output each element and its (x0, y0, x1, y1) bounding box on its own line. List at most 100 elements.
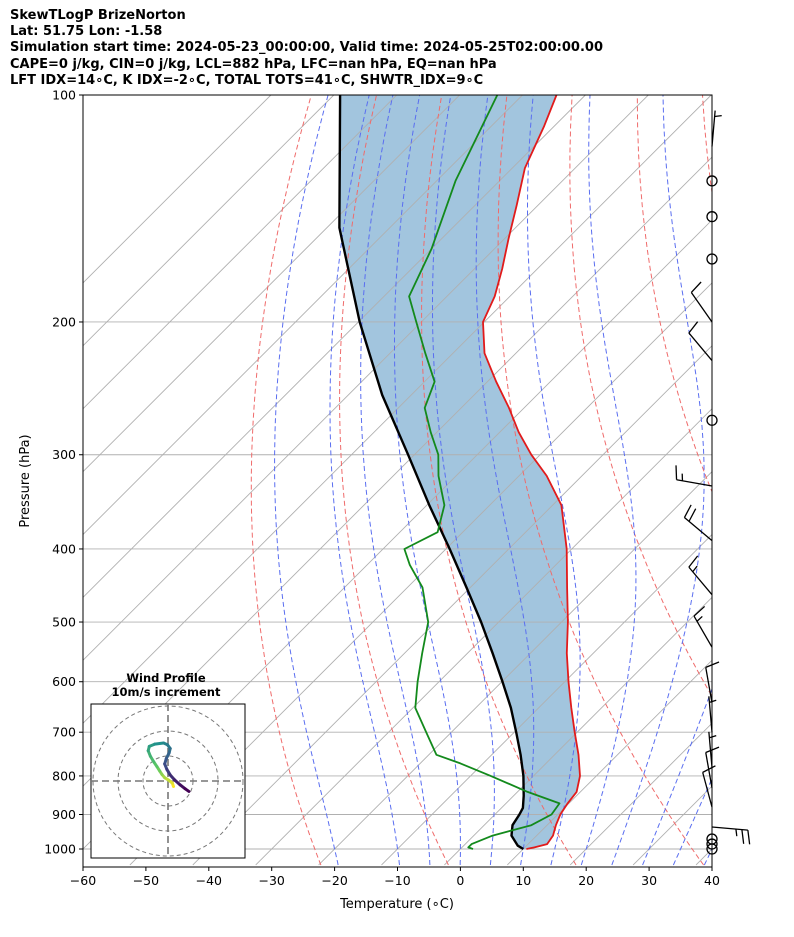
wind-barb-flag (690, 281, 702, 293)
moist-adiabat-line (580, 95, 637, 866)
wind-barb-flag (747, 830, 751, 845)
wind-barb (711, 826, 751, 845)
temperature-profile-line (482, 95, 581, 850)
moist-adiabat-line (611, 95, 705, 866)
wind-barb (683, 504, 713, 542)
wind-barb (708, 696, 717, 733)
wind-barb-shaft (708, 696, 713, 733)
inset-title: Wind Profile (126, 671, 206, 685)
y-tick-label: 800 (52, 768, 76, 783)
wind-barb (708, 731, 717, 768)
title-line-times: Simulation start time: 2024-05-23_00:00:… (10, 40, 603, 56)
isotherm-line (83, 95, 460, 473)
moist-adiabat-line (329, 95, 400, 866)
x-axis-label: Temperature (∘C) (339, 897, 454, 912)
x-tick-label: 30 (641, 873, 657, 888)
wind-barb-half-flag (692, 565, 698, 573)
isotherm-line (129, 282, 712, 866)
x-tick-label: 20 (578, 873, 594, 888)
moist-adiabat-line (672, 777, 712, 866)
wind-barb-shaft (690, 292, 713, 323)
moist-adiabat-line (394, 95, 461, 865)
wind-barb-half-flag (696, 615, 703, 622)
y-tick-label: 300 (52, 447, 76, 462)
moist-adiabat-line (360, 95, 431, 866)
wind-barb-shaft (705, 667, 713, 703)
wind-barb-shaft (702, 772, 713, 808)
wind-barb-shaft (705, 752, 713, 789)
wind-barb-flag (741, 829, 745, 844)
x-tick-label: −60 (70, 873, 96, 888)
title-line-latlon: Lat: 51.75 Lon: -1.58 (10, 24, 163, 40)
moist-adiabat-line (432, 95, 495, 866)
x-tick-label: −10 (384, 873, 410, 888)
wind-barb-half-flag (709, 699, 717, 703)
dry-adiabat-line (421, 95, 577, 866)
isotherm-line (444, 596, 712, 866)
isotherm-line (569, 722, 712, 866)
y-tick-label: 200 (52, 314, 76, 329)
y-tick-label: 900 (52, 807, 76, 822)
dry-adiabat-line (250, 95, 322, 866)
wind-barb-half-flag (735, 829, 738, 837)
isotherm-line (192, 345, 712, 866)
hodograph-plot (91, 704, 245, 858)
wind-barb-half-flag (709, 735, 717, 739)
wind-barb (690, 281, 713, 323)
y-tick-label: 700 (52, 725, 76, 740)
isotherm-line (318, 470, 712, 866)
y-tick-label: 400 (52, 541, 76, 556)
x-tick-label: 40 (704, 873, 720, 888)
x-tick-label: 0 (456, 873, 464, 888)
isotherm-line (83, 95, 712, 724)
isotherm-line (507, 659, 712, 866)
isotherm-line (255, 408, 712, 866)
wind-barb (693, 605, 713, 648)
chart-title: SkewTLogP BrizeNorton Lat: 51.75 Lon: -1… (10, 8, 603, 89)
isotherm-line (83, 95, 586, 599)
wind-barb-shaft (688, 332, 713, 361)
title-line-cape: CAPE=0 j/kg, CIN=0 j/kg, LCL=882 hPa, LF… (10, 56, 497, 72)
wind-barb-flag (688, 555, 699, 568)
inset-subtitle: 10m/s increment (112, 685, 221, 699)
wind-barb-flag (693, 605, 706, 617)
moist-adiabat-line (642, 687, 712, 866)
y-tick-label: 1000 (44, 842, 76, 857)
wind-barb-flag (688, 508, 697, 522)
moist-adiabat-line (274, 95, 339, 866)
x-tick-label: −20 (321, 873, 347, 888)
title-line-station: SkewTLogP BrizeNorton (10, 8, 186, 23)
wind-barb (675, 465, 713, 487)
isotherm-line (83, 95, 523, 536)
title-line-indices: LFT IDX=14∘C, K IDX=-2∘C, TOTAL TOTS=41∘… (10, 72, 484, 88)
y-tick-label: 100 (52, 88, 76, 103)
y-axis-label: Pressure (hPa) (18, 434, 33, 527)
dewpoint-profile-line (403, 95, 561, 850)
parcel-profile-line (338, 95, 525, 851)
moist-adiabat-line (527, 95, 581, 866)
isotherm-line (83, 95, 335, 347)
wind-barb (711, 110, 722, 147)
wind-barb (688, 321, 713, 361)
dry-adiabat-line (497, 95, 705, 866)
dry-adiabat-line (339, 95, 449, 866)
dry-adiabat-line (569, 95, 712, 698)
y-tick-label: 600 (52, 674, 76, 689)
x-tick-label: 10 (515, 873, 531, 888)
wind-barb-half-flag (714, 114, 722, 118)
hodograph-segment (183, 787, 191, 793)
isotherm-line (83, 95, 649, 661)
x-tick-label: −40 (196, 873, 222, 888)
wind-barb-shaft (676, 479, 713, 487)
y-tick-label: 500 (52, 615, 76, 630)
moist-adiabat-line (475, 95, 535, 866)
x-tick-label: −30 (259, 873, 285, 888)
moist-adiabat-line (703, 847, 712, 866)
isotherm-line (83, 95, 272, 284)
wind-barb-flag (675, 465, 678, 480)
wind-barb-flag (683, 504, 692, 518)
wind-barb (688, 555, 713, 596)
wind-barb-flag (688, 321, 699, 334)
x-tick-label: −50 (133, 873, 159, 888)
